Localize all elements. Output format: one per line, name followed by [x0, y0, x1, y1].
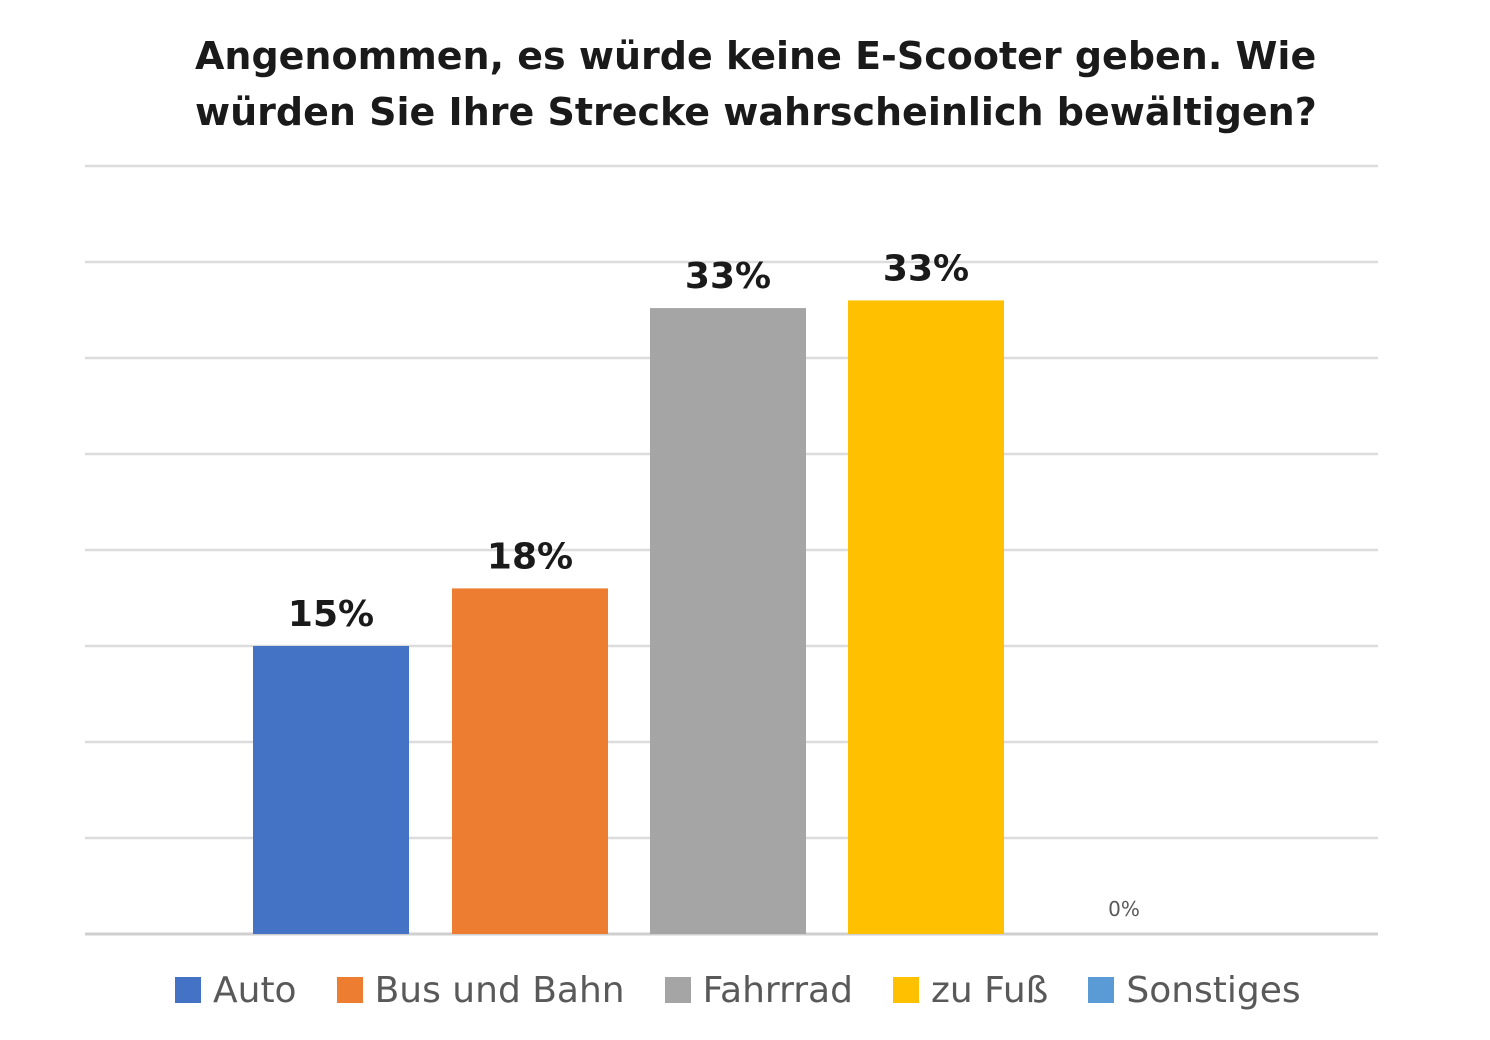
- chart-title-line-2: würden Sie Ihre Strecke wahrscheinlich b…: [195, 90, 1317, 134]
- legend-label-bus-und-bahn: Bus und Bahn: [374, 969, 625, 1011]
- data-label-auto: 15%: [288, 594, 374, 635]
- legend-label-auto: Auto: [213, 969, 297, 1011]
- data-label-fahrrrad: 33%: [685, 256, 771, 297]
- bar-bus-und-bahn: [452, 588, 608, 934]
- bar-fahrrrad: [650, 308, 806, 935]
- legend-swatch-fahrrrad: [664, 977, 691, 1003]
- legend-item-zu-fuss: zu Fuß: [892, 969, 1049, 1011]
- legend-swatch-bus-und-bahn: [336, 977, 363, 1003]
- legend-item-sonstiges: Sonstiges: [1088, 969, 1301, 1011]
- legend-swatch-auto: [175, 977, 201, 1003]
- legend-item-bus-und-bahn: Bus und Bahn: [336, 969, 625, 1011]
- bar-chart: 15% 18% 33% 33% 0%: [85, 164, 1378, 936]
- legend-label-zu-fuss: zu Fuß: [930, 969, 1049, 1011]
- legend-swatch-sonstiges: [1088, 977, 1115, 1003]
- bar-auto: [253, 646, 409, 934]
- legend-label-fahrrrad: Fahrrrad: [702, 969, 853, 1011]
- chart-title-line-1: Angenommen, es würde keine E-Scooter geb…: [195, 34, 1317, 78]
- chart-title: Angenommen, es würde keine E-Scooter geb…: [195, 28, 1345, 140]
- chart-legend: Auto Bus und Bahn Fahrrrad zu Fuß Sonsti…: [175, 962, 1301, 1018]
- data-label-sonstiges: 0%: [1108, 897, 1140, 921]
- bar-zu-fuss: [848, 300, 1004, 934]
- data-label-bus-und-bahn: 18%: [487, 536, 573, 577]
- legend-item-fahrrrad: Fahrrrad: [664, 969, 853, 1011]
- legend-item-auto: Auto: [175, 970, 297, 1011]
- legend-label-sonstiges: Sonstiges: [1126, 969, 1301, 1011]
- legend-swatch-zu-fuss: [892, 977, 919, 1003]
- data-label-zu-fuss: 33%: [883, 248, 969, 289]
